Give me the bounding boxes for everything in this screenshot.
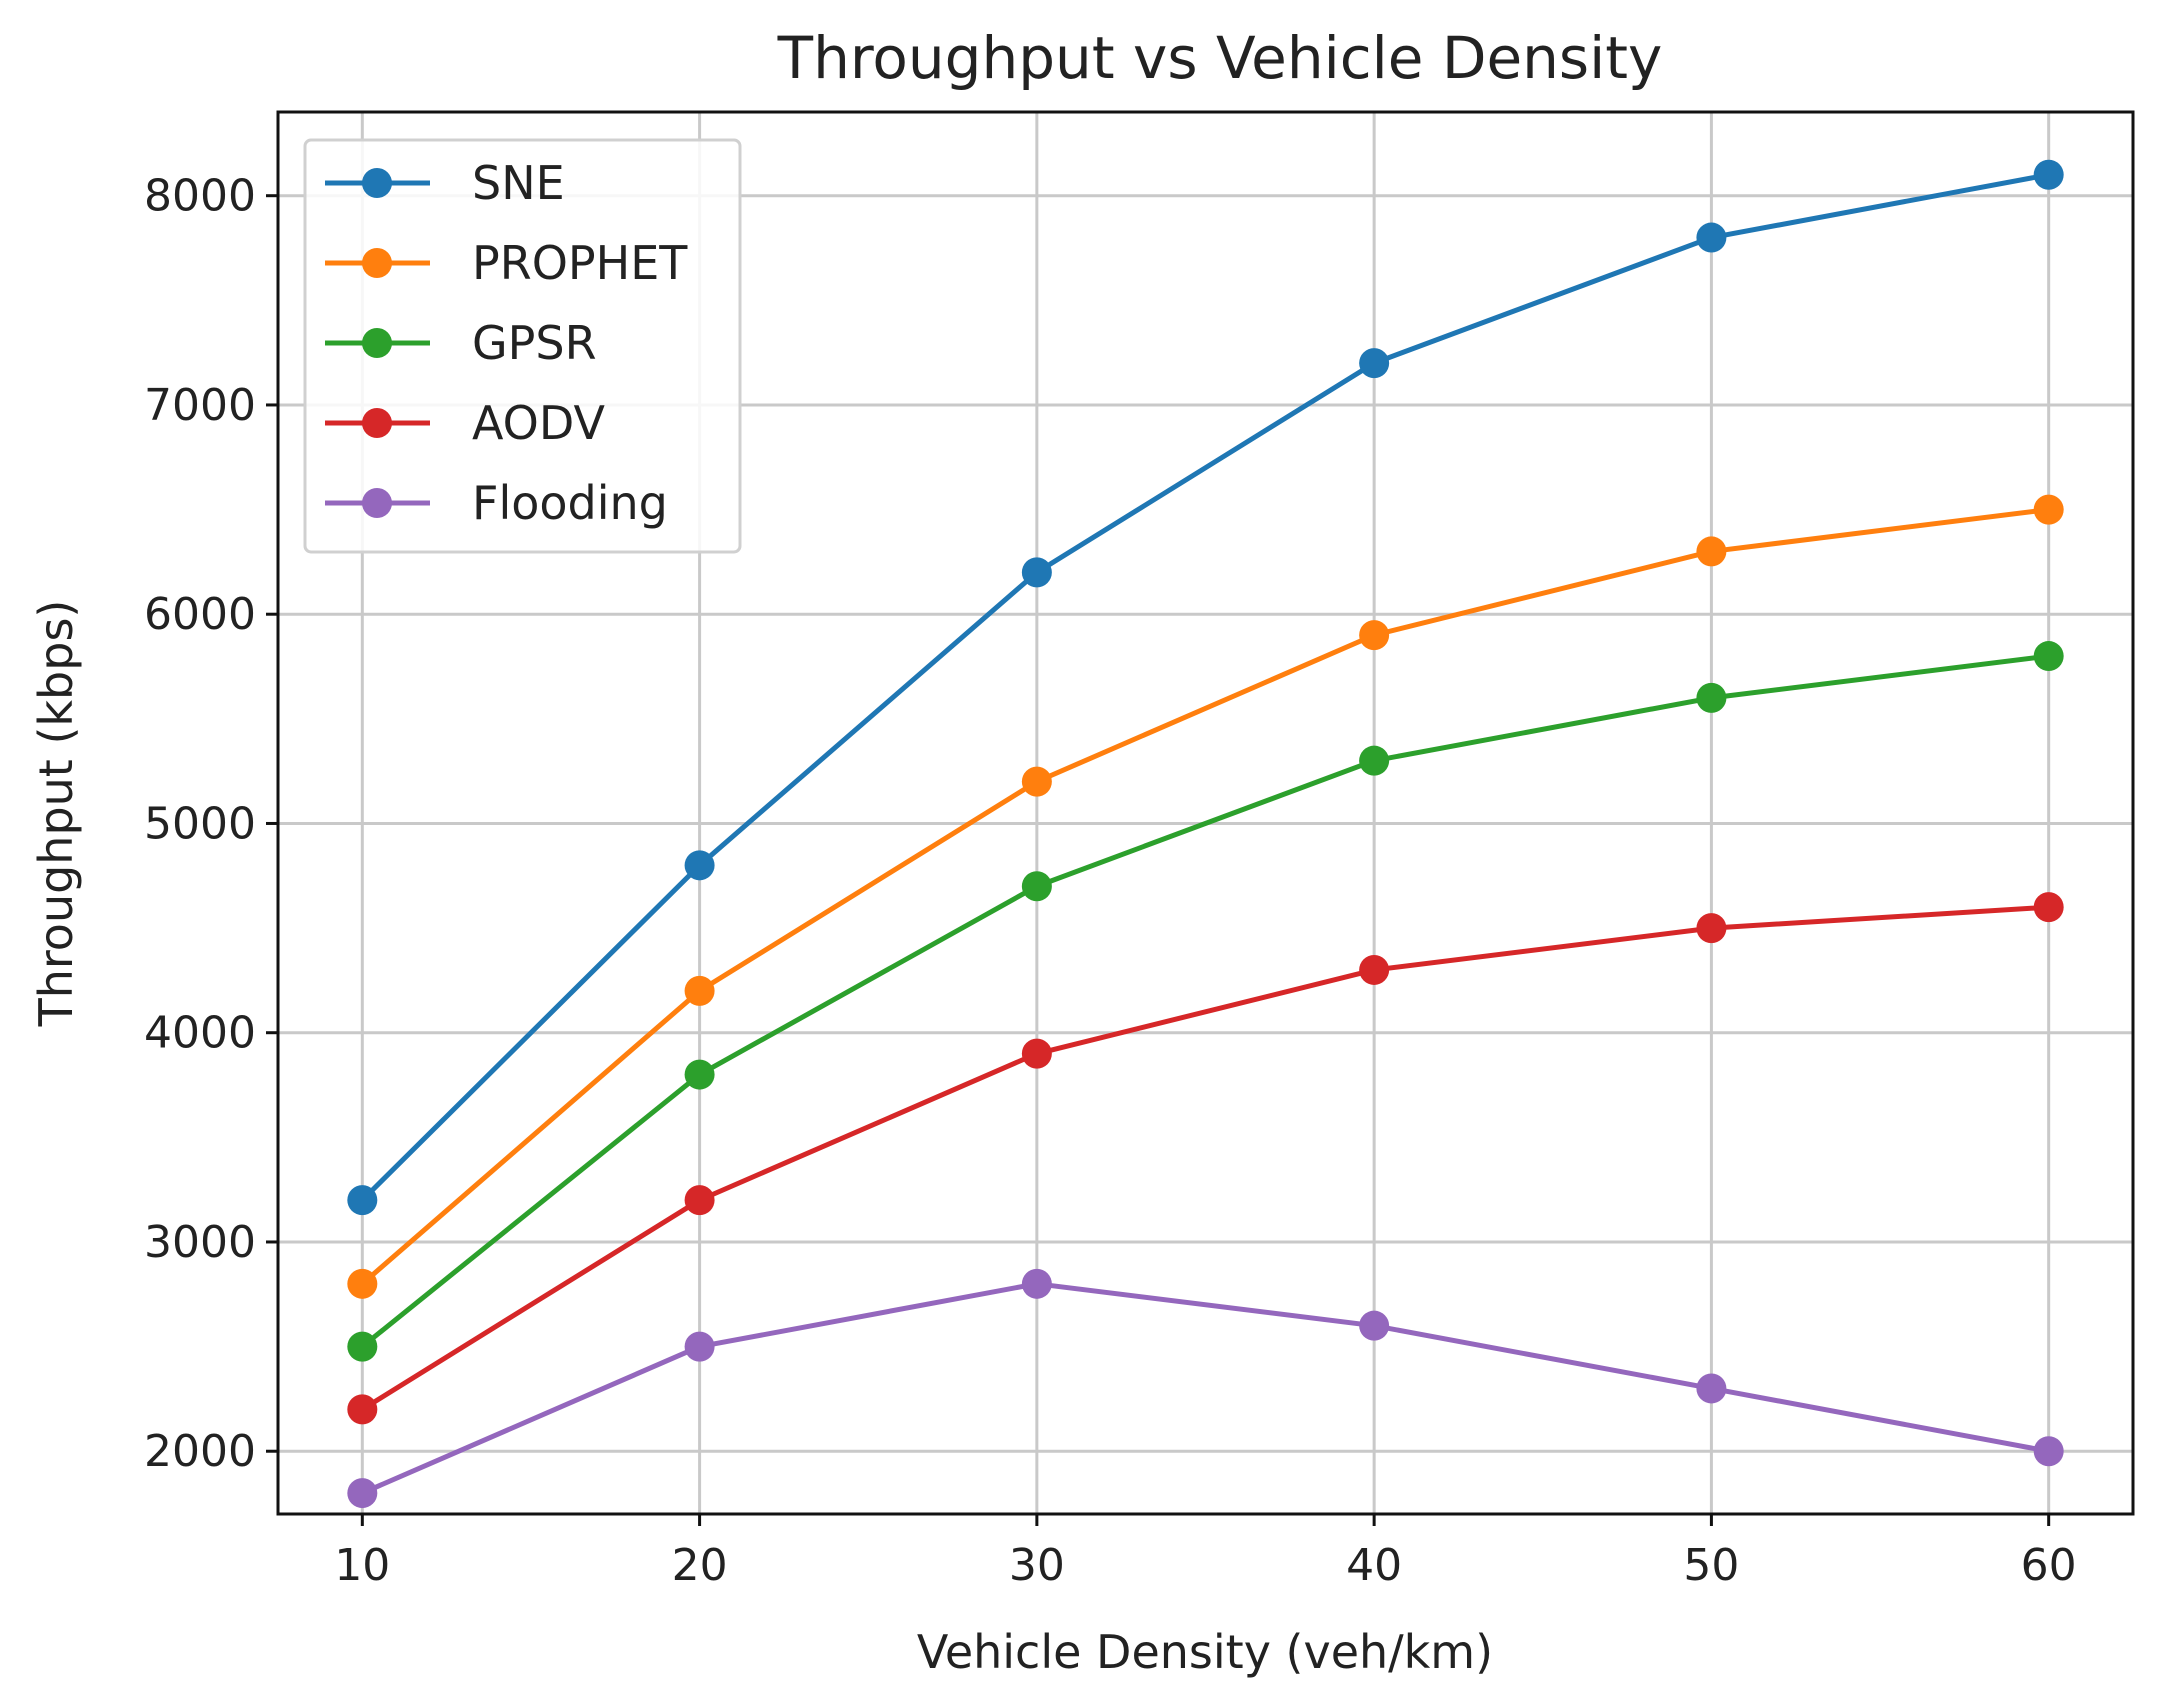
legend-item-aodv: AODV xyxy=(325,396,605,450)
data-point-flooding xyxy=(1696,1373,1727,1404)
data-point-aodv xyxy=(1021,1038,1052,1069)
data-point-prophet xyxy=(684,975,715,1006)
series-sne xyxy=(347,159,2064,1216)
axis-ticks: 10 20 30 40 50 60 2000 3000 4000 5000 6000 7000 8000 xyxy=(144,171,2077,1591)
series-line-prophet xyxy=(360,507,2049,1286)
legend-label-sne: SNE xyxy=(472,156,565,210)
series-prophet xyxy=(347,494,2064,1299)
data-point-sne xyxy=(1359,348,1390,379)
data-point-sne xyxy=(1021,557,1052,588)
data-point-flooding xyxy=(2033,1436,2064,1467)
x-axis-label: Vehicle Density (veh/km) xyxy=(917,1625,1493,1679)
legend-label-flooding: Flooding xyxy=(472,476,668,530)
plot-frame xyxy=(276,110,2135,1516)
legend: SNE PROPHET GPSR AODV Flooding xyxy=(303,138,742,554)
data-point-prophet xyxy=(1021,766,1052,797)
chart-title: Throughput vs Vehicle Density xyxy=(777,24,1663,92)
series-aodv xyxy=(347,892,2064,1425)
legend-marker-flooding xyxy=(362,488,392,518)
legend-item-gpsr: GPSR xyxy=(325,316,597,370)
data-point-flooding xyxy=(1359,1310,1390,1341)
series-line-sne xyxy=(360,172,2050,1202)
data-point-flooding xyxy=(347,1478,378,1509)
y-tick-label: 8000 xyxy=(144,171,256,222)
legend-marker-aodv xyxy=(362,408,392,438)
y-axis-label: Throughput (kbps) xyxy=(29,600,83,1028)
data-point-sne xyxy=(1696,222,1727,253)
y-tick-label: 6000 xyxy=(144,589,256,640)
data-point-sne xyxy=(347,1185,378,1216)
x-tick-label: 10 xyxy=(334,1540,390,1591)
data-point-aodv xyxy=(1359,954,1390,985)
series-gpsr xyxy=(347,641,2064,1362)
data-point-sne xyxy=(684,850,715,881)
series-flooding xyxy=(347,1268,2064,1509)
data-point-prophet xyxy=(347,1268,378,1299)
data-point-flooding xyxy=(684,1331,715,1362)
legend-box xyxy=(303,138,742,554)
legend-label-aodv: AODV xyxy=(472,396,605,450)
data-point-prophet xyxy=(2033,494,2064,525)
legend-item-prophet: PROPHET xyxy=(325,236,688,290)
y-tick-label: 7000 xyxy=(144,380,256,431)
data-point-gpsr xyxy=(1696,682,1727,713)
data-point-flooding xyxy=(1021,1268,1052,1299)
x-tick-label: 60 xyxy=(2021,1540,2077,1591)
data-point-gpsr xyxy=(684,1059,715,1090)
legend-item-sne: SNE xyxy=(325,156,565,210)
legend-marker-gpsr xyxy=(362,328,392,358)
data-point-prophet xyxy=(1359,620,1390,651)
legend-label-prophet: PROPHET xyxy=(472,236,688,290)
data-point-gpsr xyxy=(347,1331,378,1362)
x-tick-label: 20 xyxy=(672,1540,728,1591)
data-point-gpsr xyxy=(1359,745,1390,776)
data-point-aodv xyxy=(2033,892,2064,923)
y-tick-label: 2000 xyxy=(144,1426,256,1477)
y-tick-label: 5000 xyxy=(144,798,256,849)
series-line-gpsr xyxy=(360,653,2049,1349)
legend-marker-prophet xyxy=(362,248,392,278)
legend-item-flooding: Flooding xyxy=(325,476,668,530)
series-line-aodv xyxy=(361,904,2049,1412)
legend-marker-sne xyxy=(362,168,392,198)
plot-series xyxy=(347,159,2064,1509)
data-point-aodv xyxy=(347,1394,378,1425)
x-tick-label: 40 xyxy=(1346,1540,1402,1591)
legend-label-gpsr: GPSR xyxy=(472,316,597,370)
data-point-gpsr xyxy=(1021,871,1052,902)
data-point-sne xyxy=(2033,159,2064,190)
data-point-aodv xyxy=(684,1185,715,1216)
data-point-gpsr xyxy=(2033,641,2064,672)
x-tick-label: 30 xyxy=(1009,1540,1065,1591)
series-line-flooding xyxy=(361,1281,2050,1496)
x-tick-label: 50 xyxy=(1683,1540,1739,1591)
data-point-prophet xyxy=(1696,536,1727,567)
y-tick-label: 3000 xyxy=(144,1217,256,1268)
data-point-aodv xyxy=(1696,913,1727,944)
y-tick-label: 4000 xyxy=(144,1008,256,1059)
